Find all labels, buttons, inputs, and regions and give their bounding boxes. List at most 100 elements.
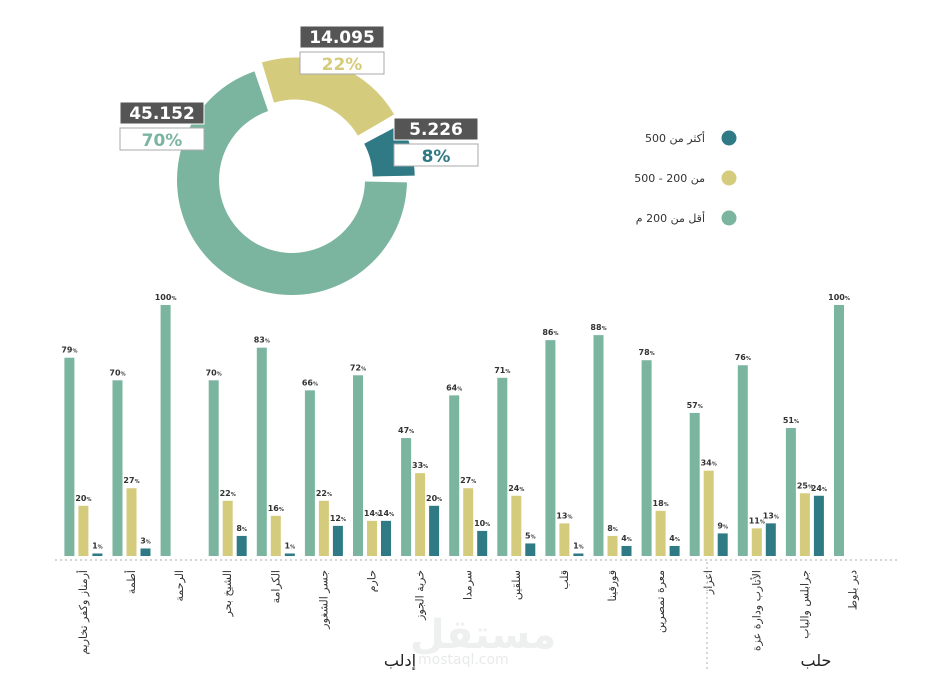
- bar-group: 57%34%9%: [687, 401, 728, 556]
- bar-value-suffix: %: [531, 534, 536, 540]
- bar-value-number: 3: [140, 536, 146, 545]
- group-label-idlib: إدلب: [384, 651, 416, 670]
- category-label: الرحمة: [173, 570, 186, 602]
- callout-percent-box: [119, 127, 205, 151]
- bar-value-number: 100: [155, 293, 172, 302]
- bar-group: 83%16%1%: [254, 336, 295, 556]
- bar-value-label: 12%: [330, 514, 346, 523]
- bar: [415, 473, 426, 556]
- bar: [318, 500, 329, 556]
- bar-value-number: 14: [378, 509, 390, 518]
- bar-value-suffix: %: [760, 519, 765, 525]
- legend-swatch: [721, 130, 737, 146]
- bar-value-suffix: %: [437, 497, 442, 503]
- bar: [367, 520, 377, 556]
- bar-value-suffix: %: [505, 369, 510, 375]
- bar-value-suffix: %: [389, 512, 394, 518]
- category-label: دير بلوط: [847, 570, 860, 610]
- category-label: الكرامة: [269, 570, 282, 603]
- bar-value-suffix: %: [409, 429, 414, 435]
- bar: [573, 553, 584, 556]
- bar-value-number: 14: [364, 509, 376, 518]
- bar: [477, 530, 488, 556]
- bar-value-label: 14%: [378, 509, 394, 518]
- bar-group: 72%14%14%: [350, 363, 394, 556]
- bar: [641, 360, 652, 556]
- bar-value-suffix: %: [698, 404, 703, 410]
- bar: [78, 505, 89, 556]
- bar-value-label: 34%: [701, 459, 717, 468]
- bar-group: 78%18%4%: [639, 348, 680, 556]
- bar-value-label: 51%: [783, 416, 799, 425]
- bar-value-label: 70%: [109, 368, 125, 377]
- bar-value-label: 4%: [669, 534, 680, 543]
- bar-value-suffix: %: [553, 331, 558, 337]
- bar-value-suffix: %: [485, 522, 490, 528]
- bar-value-label: 47%: [398, 426, 414, 435]
- bar-value-label: 25%: [797, 481, 813, 490]
- bar: [332, 525, 343, 556]
- bar-value-label: 78%: [639, 348, 655, 357]
- donut-legend: أكثر من 500 من 200 - 500 أقل من 200 م: [634, 130, 737, 226]
- bar-value-number: 1: [285, 541, 291, 550]
- category-label: الأتارب ودارة عزة: [749, 570, 763, 651]
- bar-value-label: 100%: [155, 293, 177, 302]
- bar-value-number: 27: [123, 476, 134, 485]
- category-label: اعزاز: [702, 570, 715, 595]
- bar-value-suffix: %: [279, 507, 284, 513]
- bar-value-number: 86: [542, 328, 554, 337]
- bar-value-suffix: %: [361, 366, 366, 372]
- bar-value-suffix: %: [375, 512, 380, 518]
- bar-value-number: 4: [669, 534, 675, 543]
- bar-value-label: 86%: [542, 328, 558, 337]
- category-label: قلب: [558, 570, 571, 590]
- bar: [353, 375, 363, 556]
- bar-value-label: 1%: [285, 541, 296, 550]
- legend-label: أقل من 200 م: [636, 211, 705, 225]
- bar-value-suffix: %: [457, 386, 462, 392]
- bar-value-suffix: %: [121, 371, 126, 377]
- bar-value-label: 3%: [140, 536, 151, 545]
- legend-label: أكثر من 500: [645, 131, 705, 145]
- category-label: خربة الجوز: [414, 570, 427, 621]
- bar-value-number: 70: [109, 368, 121, 377]
- bar: [112, 380, 123, 556]
- bar-group: 100%: [828, 293, 850, 556]
- bar: [64, 357, 75, 556]
- bar-value-number: 8: [607, 524, 613, 533]
- bar-group: 100%: [155, 293, 177, 556]
- bar-value-number: 34: [701, 459, 713, 468]
- category-label: معرة تمصرين: [654, 570, 667, 633]
- bar-value-number: 64: [446, 383, 458, 392]
- bar-value-number: 57: [687, 401, 698, 410]
- donut-chart: 5.226 8% 14.095 22% 45.152 70%: [119, 25, 479, 295]
- bar-value-number: 66: [302, 378, 314, 387]
- bar-value-number: 76: [735, 353, 747, 362]
- bar-value-number: 100: [828, 293, 845, 302]
- bar-value-label: 24%: [811, 484, 827, 493]
- bar: [497, 377, 508, 556]
- category-label: قورقينا: [606, 570, 619, 602]
- bar-value-number: 1: [92, 541, 98, 550]
- bar-value-suffix: %: [650, 351, 655, 357]
- bar-value-label: 20%: [426, 494, 442, 503]
- bar-value-label: 13%: [556, 511, 572, 520]
- bar-value-suffix: %: [98, 544, 103, 550]
- bar: [381, 520, 391, 556]
- category-label: سرمدا: [462, 570, 475, 600]
- bar: [545, 340, 556, 556]
- bar-value-number: 22: [316, 489, 327, 498]
- bar-value-number: 20: [426, 494, 438, 503]
- bar-value-suffix: %: [290, 544, 295, 550]
- callout-percent: 70%: [142, 131, 183, 151]
- bar-value-label: 14%: [364, 509, 380, 518]
- bar-value-label: 13%: [763, 511, 779, 520]
- bar-value-number: 88: [590, 323, 602, 332]
- bar-value-number: 27: [460, 476, 471, 485]
- donut-slice: [261, 57, 395, 136]
- bar-value-suffix: %: [845, 296, 850, 302]
- bar-value-label: 16%: [268, 504, 284, 513]
- bar-group: 47%33%20%: [398, 426, 442, 556]
- bar-value-number: 47: [398, 426, 409, 435]
